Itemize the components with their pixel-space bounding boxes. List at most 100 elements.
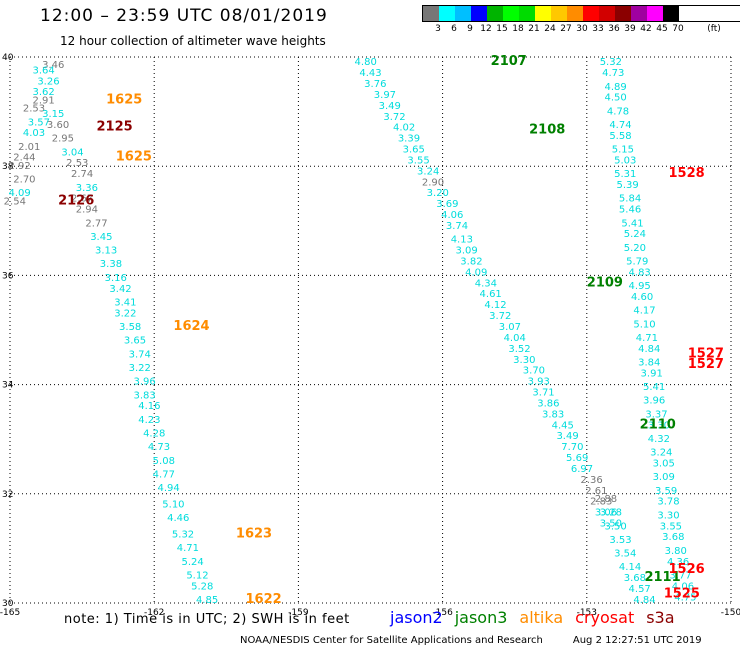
pass-number-label: 1525 — [664, 587, 700, 602]
swh-value: 4.34 — [475, 278, 497, 289]
page-title: 12:00 – 23:59 UTC 08/01/2019 — [40, 6, 328, 26]
pass-number-label: 2108 — [529, 122, 565, 137]
legend-label: 18 — [512, 24, 524, 34]
legend-swatch — [471, 6, 487, 21]
swh-value: 4.60 — [631, 292, 653, 303]
swh-value: 4.09 — [8, 188, 30, 199]
swh-value: 5.03 — [614, 155, 636, 166]
swh-value: 4.14 — [619, 562, 641, 573]
swh-value: 4.74 — [609, 120, 631, 131]
pass-number-label: 1528 — [669, 166, 705, 181]
legend-swatch — [455, 6, 471, 21]
legend-swatch — [615, 6, 631, 21]
swh-value: 3.65 — [403, 145, 425, 156]
swh-value: 3.13 — [95, 246, 117, 257]
swh-value: 4.71 — [636, 333, 658, 344]
swh-value: 2.91 — [33, 95, 55, 106]
lon-tick-label: -150 — [721, 608, 740, 618]
pass-number-label: 2126 — [58, 193, 94, 208]
swh-value: 4.06 — [672, 581, 694, 592]
footer-note: note: 1) Time is in UTC; 2) SWH is in fe… — [64, 612, 350, 627]
legend-swatch — [567, 6, 583, 21]
swh-value: 3.22 — [129, 363, 151, 374]
swh-value: 4.95 — [629, 281, 651, 292]
swh-value: 3.24 — [417, 166, 439, 177]
swh-value: 3.28 — [600, 508, 622, 519]
swh-value: 3.38 — [100, 259, 122, 270]
swh-value: 2.77 — [85, 218, 107, 229]
swh-value: 4.09 — [465, 267, 487, 278]
swh-value: 4.32 — [648, 434, 670, 445]
swh-value: 3.71 — [532, 388, 554, 399]
legend-label: 12 — [480, 24, 492, 34]
swh-value: 4.84 — [633, 595, 655, 606]
satellite-label-jason2: jason2 — [390, 608, 443, 627]
swh-value: 3.04 — [61, 147, 83, 158]
swh-value: 5.28 — [191, 581, 213, 592]
legend-label: 42 — [640, 24, 652, 34]
pass-number-label: 1625 — [116, 150, 152, 165]
pass-number-label: 1622 — [246, 592, 282, 607]
swh-value: 2.95 — [52, 134, 74, 145]
swh-value: 3.60 — [47, 120, 69, 131]
swh-value: 4.12 — [484, 300, 506, 311]
swh-value: 3.42 — [109, 284, 131, 295]
pass-number-label: 1526 — [669, 562, 705, 577]
swh-value: 3.55 — [407, 155, 429, 166]
swh-value: 3.49 — [379, 101, 401, 112]
axis-ticks: -165 -162 -159 -156 -153 -150 30 32 34 36 38 40 — [0, 53, 740, 618]
legend-swatch — [599, 6, 615, 21]
lon-tick-label: -159 — [288, 608, 309, 618]
swh-value: 3.77 — [669, 570, 691, 581]
swh-value: 3.09 — [653, 472, 675, 483]
pass-number-label: 2107 — [491, 54, 527, 69]
legend-label: 36 — [608, 24, 620, 34]
swh-value: 5.39 — [617, 180, 639, 191]
legend-label: 30 — [576, 24, 588, 34]
swh-value: 3.30 — [657, 510, 679, 521]
swh-value: 3.76 — [364, 79, 386, 90]
swh-value: 6.97 — [571, 464, 593, 475]
swh-value: 4.84 — [638, 344, 660, 355]
swh-value: 3.36 — [76, 183, 98, 194]
swh-value: 2.83 — [590, 497, 612, 508]
swh-value: 3.20 — [427, 188, 449, 199]
swh-value: 3.68 — [624, 573, 646, 584]
swh-value: 2.53 — [66, 158, 88, 169]
satellite-label-cryosat: cryosat — [575, 608, 635, 627]
satellite-legend: jason2 jason3 altika cryosat s3a — [390, 608, 687, 627]
swh-value: 2.92 — [8, 161, 30, 172]
swh-value: 4.50 — [605, 93, 627, 104]
legend-label: 15 — [496, 24, 508, 34]
swh-value: 5.46 — [619, 205, 641, 216]
swh-value: 3.78 — [657, 497, 679, 508]
swh-value: 4.28 — [143, 428, 165, 439]
swh-value: 3.53 — [609, 535, 631, 546]
swh-value: 4.89 — [605, 82, 627, 93]
legend-swatch — [663, 6, 679, 21]
swh-value: 4.02 — [393, 123, 415, 134]
swh-value: 4.23 — [138, 415, 160, 426]
swh-value: 3.96 — [643, 396, 665, 407]
swh-value: 3.55 — [660, 521, 682, 532]
lat-lon-grid — [9, 56, 732, 604]
swh-value: 2.53 — [23, 104, 45, 115]
swh-value: 3.39 — [398, 134, 420, 145]
pass-number-label: 1527 — [688, 357, 724, 372]
swh-value: 4.61 — [480, 289, 502, 300]
swh-value: 5.32 — [172, 529, 194, 540]
swh-value: 3.68 — [662, 532, 684, 543]
swh-value: 2.88 — [595, 494, 617, 505]
swh-value: 5.24 — [624, 229, 646, 240]
lon-tick-label: -156 — [432, 608, 453, 618]
pass-number-label: 1623 — [236, 526, 272, 541]
swh-value: 4.13 — [451, 235, 473, 246]
swh-value: 4.16 — [138, 401, 160, 412]
swh-value: 3.96 — [133, 377, 155, 388]
swh-value: 3.41 — [114, 297, 136, 308]
pass-number-label: 1527 — [688, 346, 724, 361]
color-scale-swatches — [422, 5, 740, 22]
legend-swatch — [487, 6, 503, 21]
swh-value: 3.15 — [42, 109, 64, 120]
